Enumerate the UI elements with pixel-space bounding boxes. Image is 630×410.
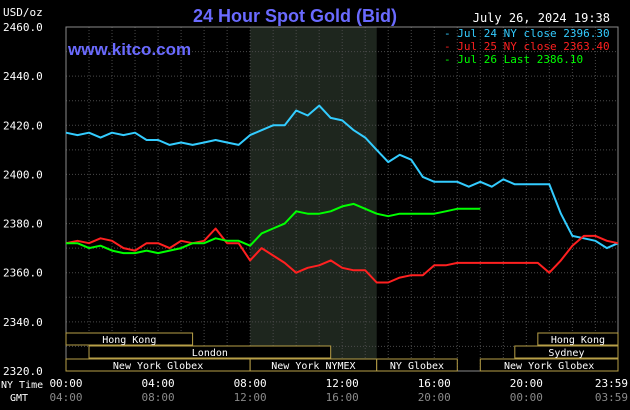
session-label: London xyxy=(192,348,228,359)
session-box xyxy=(88,345,332,359)
session-label: New York Globex xyxy=(504,361,594,372)
y-tick-label: 2460.0 xyxy=(3,21,43,34)
y-tick-label: 2440.0 xyxy=(3,70,43,83)
session-box xyxy=(514,345,619,359)
session-box xyxy=(479,358,619,372)
trading-sessions: Hong Kong London New York Globex New York N… xyxy=(65,332,619,372)
x-tick-label-ny: 08:00 xyxy=(234,377,267,390)
session-label: Hong Kong xyxy=(102,335,156,346)
nymex-session-highlight xyxy=(250,27,377,371)
x-tick-label-gmt: 12:00 xyxy=(234,391,267,404)
session-box xyxy=(65,332,194,346)
plot-area xyxy=(65,26,619,372)
y-axis: 2460.0 2440.0 2420.0 2400.0 2380.0 2360.0 2340… xyxy=(3,21,43,378)
y-tick-label: 2320.0 xyxy=(3,365,43,378)
x-tick-label-ny: 20:00 xyxy=(510,377,543,390)
x-tick-label-ny: 00:00 xyxy=(49,377,82,390)
y-tick-label: 2420.0 xyxy=(3,119,43,132)
unit-label: USD/oz xyxy=(3,6,43,19)
session-box xyxy=(537,332,619,346)
session-box xyxy=(376,358,458,372)
series-line xyxy=(66,202,481,255)
legend: - Jul 24 NY close 2396.30- Jul 25 NY clo… xyxy=(444,27,610,66)
x-tick-label-ny: 23:59 xyxy=(595,377,628,390)
x-tick-label-ny: 16:00 xyxy=(418,377,451,390)
x-axis: 00:0004:0004:0008:0008:0012:0012:0016:00… xyxy=(49,377,628,404)
chart-title: 24 Hour Spot Gold (Bid) xyxy=(193,6,397,26)
x-tick-label-gmt: 08:00 xyxy=(142,391,175,404)
session-label: NY Globex xyxy=(390,361,444,372)
x-axis-label-gmt: GMT xyxy=(10,393,28,404)
timestamp: July 26, 2024 19:38 xyxy=(473,11,610,25)
session-label: New York Globex xyxy=(113,361,203,372)
legend-entry: - Jul 25 NY close 2363.40 xyxy=(444,40,610,53)
y-tick-label: 2340.0 xyxy=(3,316,43,329)
session-label: Sydney xyxy=(548,348,584,359)
series-line xyxy=(65,227,619,284)
legend-entry: - Jul 26 Last 2386.10 xyxy=(444,53,583,66)
x-axis-label-ny: NY Time xyxy=(1,380,43,391)
series-line xyxy=(65,104,619,250)
y-tick-label: 2400.0 xyxy=(3,168,43,181)
x-tick-label-ny: 12:00 xyxy=(326,377,359,390)
x-tick-label-gmt: 20:00 xyxy=(418,391,451,404)
source-watermark: www.kitco.com xyxy=(67,40,191,59)
x-tick-label-gmt: 04:00 xyxy=(49,391,82,404)
legend-entry: - Jul 24 NY close 2396.30 xyxy=(444,27,610,40)
x-tick-label-gmt: 03:59 xyxy=(595,391,628,404)
session-label: New York NYMEX xyxy=(271,361,355,372)
x-tick-label-gmt: 16:00 xyxy=(326,391,359,404)
x-tick-label-ny: 04:00 xyxy=(142,377,175,390)
y-tick-label: 2380.0 xyxy=(3,218,43,231)
session-label: Hong Kong xyxy=(551,335,605,346)
x-tick-label-gmt: 00:00 xyxy=(510,391,543,404)
y-tick-label: 2360.0 xyxy=(3,267,43,280)
